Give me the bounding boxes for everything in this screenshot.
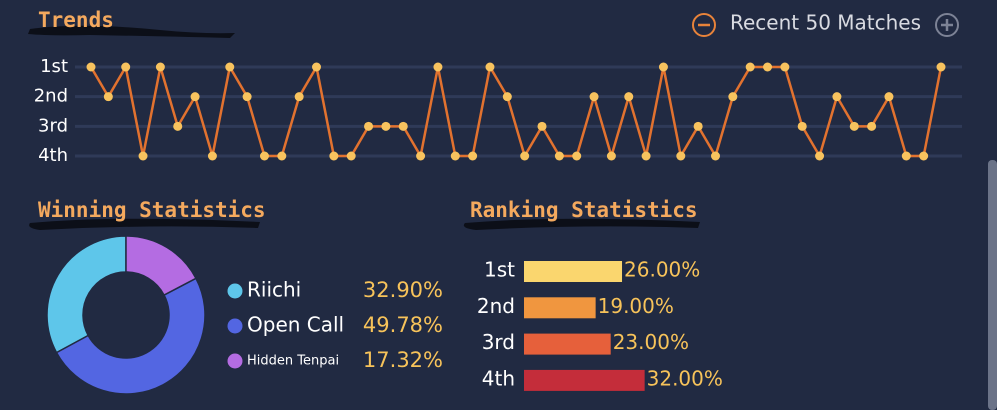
bar-value: 32.00% [647,366,723,390]
trend-point [658,62,668,72]
legend-label: Riichi [247,278,301,302]
trend-point [155,62,165,72]
trend-point [745,62,755,72]
trend-point [867,121,877,131]
trend-point [606,151,616,161]
trend-point [832,92,842,102]
bar [524,333,611,355]
trend-point [173,121,183,131]
bar-label: 1st [484,258,515,282]
trend-point [416,151,426,161]
plus-button[interactable] [935,13,959,37]
legend-label: Hidden Tenpai [247,354,339,369]
trend-point [919,151,929,161]
trend-point [450,151,460,161]
section-title: Winning Statistics [38,198,266,222]
trend-point [381,121,391,131]
legend-value: 49.78% [363,313,443,337]
trend-point [346,151,356,161]
donut-segment [125,235,197,297]
trend-point [398,121,408,131]
trend-point [884,92,894,102]
section-title: Ranking Statistics [470,198,698,222]
trend-point [815,151,825,161]
y-tick-label: 3rd [38,115,68,136]
trend-point [225,62,235,72]
bar-label: 4th [482,366,515,390]
trend-point [728,92,738,102]
trend-point [537,121,547,131]
trend-point [485,62,495,72]
trend-point [710,151,720,161]
trend-point [554,151,564,161]
trend-point [103,92,113,102]
legend-dot [227,353,243,369]
legend-label: Open Call [247,313,344,337]
trend-point [207,151,217,161]
trend-point [901,151,911,161]
bar-label: 2nd [477,294,515,318]
trend-point [242,92,252,102]
trend-point [121,62,131,72]
trend-line [89,63,943,161]
trend-point [138,151,148,161]
brush-stroke [463,218,700,230]
trend-point [433,62,443,72]
bar [524,297,596,319]
bar-value: 23.00% [613,330,689,354]
trend-point [259,151,269,161]
y-tick-label: 2nd [34,86,68,107]
bar-value: 26.00% [624,258,700,282]
trend-point [86,62,96,72]
minus-button[interactable] [692,13,716,37]
trend-point [468,151,478,161]
trend-point [763,62,773,72]
trend-point [277,151,287,161]
trend-point [676,151,686,161]
donut-segment [55,277,206,395]
y-tick-label: 4th [38,145,68,166]
trend-point [190,92,200,102]
trend-point [780,62,790,72]
trend-point [364,121,374,131]
bar-label: 3rd [482,330,515,354]
legend-value: 17.32% [363,348,443,372]
trend-point [572,151,582,161]
y-tick-label: 1st [40,56,68,77]
brush-stroke [29,218,260,230]
bar-value: 19.00% [598,294,674,318]
trend-point [693,121,703,131]
legend-dot [227,283,243,299]
trend-point [797,121,807,131]
trend-point [624,92,634,102]
donut-segment [46,235,127,354]
trend-point [936,62,946,72]
scrollbar[interactable] [988,160,997,410]
legend-value: 32.90% [363,278,443,302]
trend-point [641,151,651,161]
trend-point [502,92,512,102]
matches-label: Recent 50 Matches [730,11,921,35]
brush-stroke [28,25,235,38]
trend-point [329,151,339,161]
trend-point [294,92,304,102]
trends-title: Trends [38,8,114,32]
legend-dot [227,318,243,334]
bar [524,261,623,282]
trend-point [589,92,599,102]
trend-point [520,151,530,161]
bar [524,369,645,391]
trend-point [849,121,859,131]
trend-point [312,62,322,72]
